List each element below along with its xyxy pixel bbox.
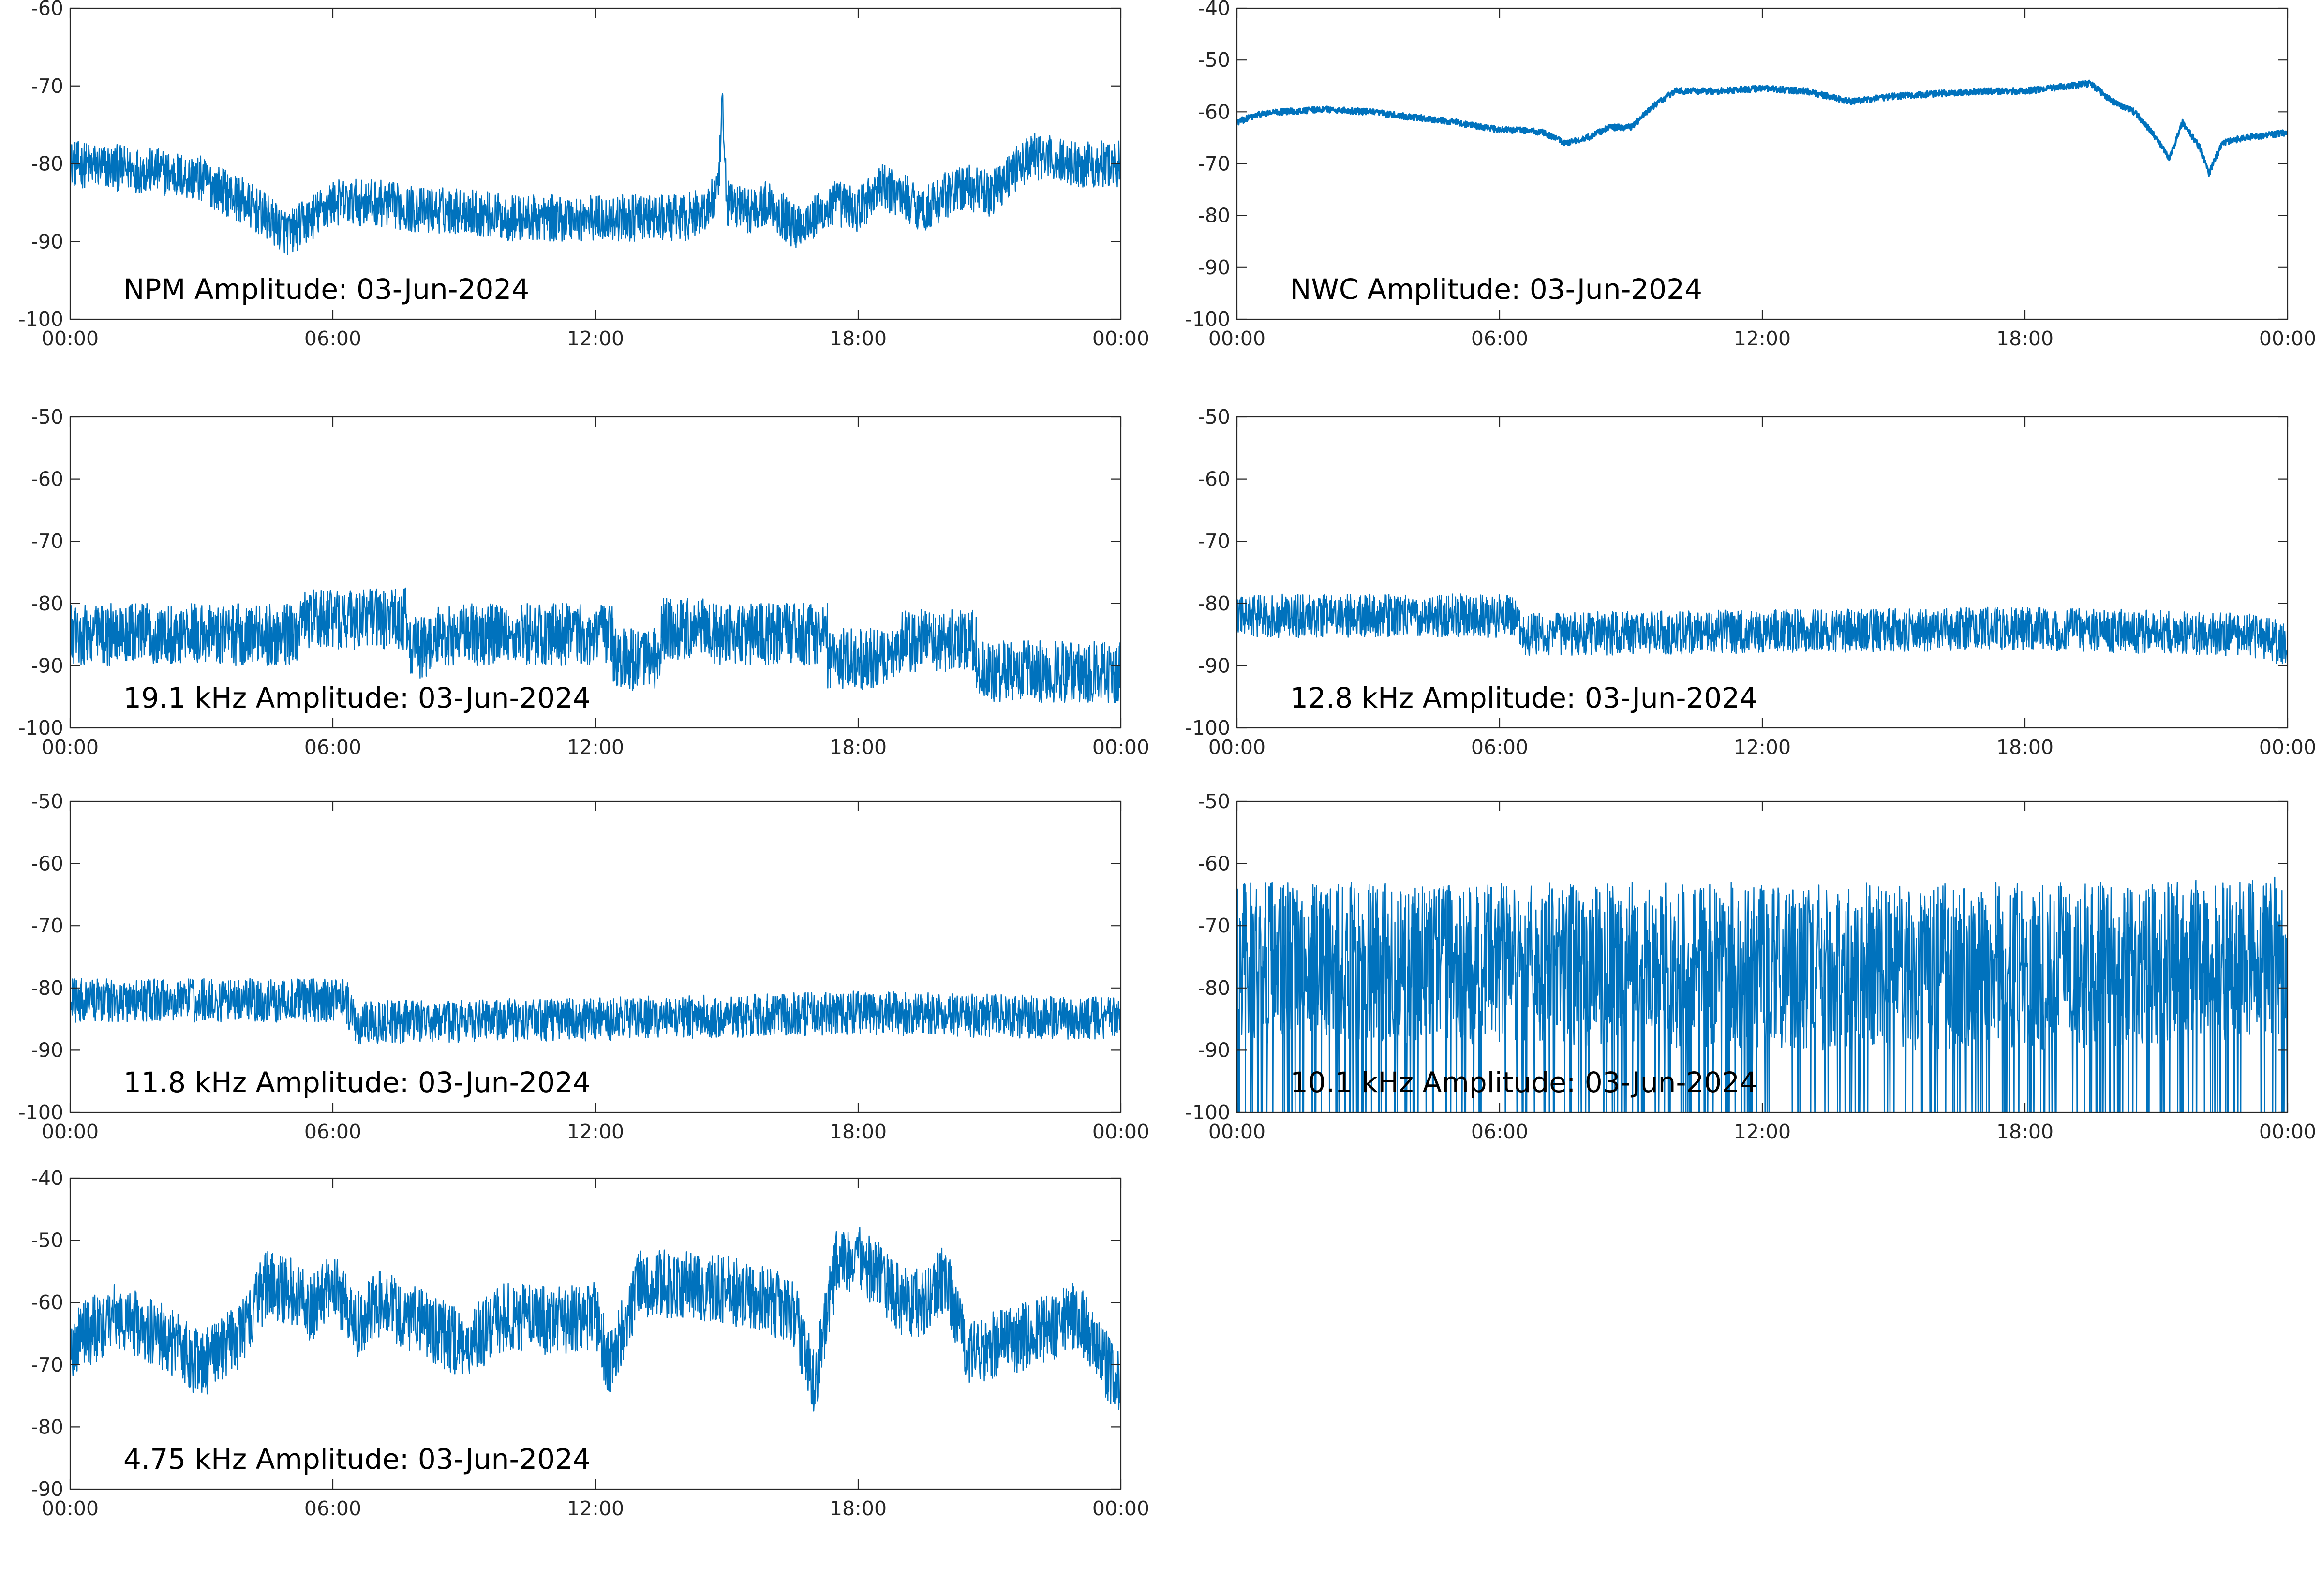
chart-panel-2: 00:00 06:00 12:00 18:00 00:00 -40 -50 -60 -70 -80… (1185, 0, 2316, 350)
chart-panel-5: 00:00 06:00 12:00 18:00 00:00 -50 -60 -70 -80 -90… (18, 790, 1149, 1143)
y-tick-label: -80 (1198, 976, 1230, 1000)
x-tick-label: 00:00 (1092, 1497, 1149, 1520)
y-tick-label: -90 (31, 1478, 63, 1501)
y-tick-label: -70 (31, 74, 63, 98)
x-tick-label: 18:00 (830, 1120, 887, 1143)
x-tick-label: 00:00 (2259, 1120, 2316, 1143)
x-tick-label: 06:00 (304, 1497, 361, 1520)
x-tick-label: 12:00 (1734, 327, 1791, 350)
y-tick-label: -60 (31, 1291, 63, 1314)
x-tick-label: 12:00 (1734, 736, 1791, 759)
x-tick-label: 06:00 (1471, 327, 1528, 350)
x-tick-label: 00:00 (42, 736, 99, 759)
x-tick-label: 18:00 (830, 1497, 887, 1520)
y-tick-label: -80 (1198, 592, 1230, 615)
x-tick-label: 06:00 (304, 736, 361, 759)
series-line-7 (70, 1227, 1121, 1412)
x-tick-label: 18:00 (1996, 1120, 2054, 1143)
y-tick-label: -50 (31, 1229, 63, 1252)
panel-title: 12.8 kHz Amplitude: 03-Jun-2024 (1290, 681, 1757, 714)
x-tick-label: 00:00 (42, 1497, 99, 1520)
panel-title: 4.75 kHz Amplitude: 03-Jun-2024 (123, 1443, 591, 1476)
y-tick-label: -50 (1198, 790, 1230, 813)
y-tick-label: -70 (1198, 530, 1230, 553)
y-tick-label: -40 (31, 1167, 63, 1190)
y-tick-label: -90 (31, 1038, 63, 1062)
y-tick-label: -100 (1185, 308, 1230, 331)
y-tick-label: -50 (31, 790, 63, 813)
series-line-2 (1237, 79, 2288, 177)
x-tick-label: 06:00 (304, 327, 361, 350)
y-tick-label: -90 (1198, 1038, 1230, 1062)
y-tick-label: -90 (1198, 654, 1230, 677)
y-tick-label: -100 (18, 1101, 63, 1124)
y-tick-label: -90 (1198, 256, 1230, 279)
x-tick-label: 18:00 (830, 327, 887, 350)
y-tick-label: -60 (31, 0, 63, 20)
x-tick-label: 00:00 (2259, 736, 2316, 759)
x-tick-label: 00:00 (1208, 736, 1265, 759)
y-tick-label: -80 (1198, 204, 1230, 227)
x-tick-label: 00:00 (42, 1120, 99, 1143)
y-tick-label: -90 (31, 230, 63, 253)
y-tick-label: -60 (31, 852, 63, 875)
x-tick-label: 06:00 (1471, 736, 1528, 759)
x-tick-label: 00:00 (42, 327, 99, 350)
y-tick-label: -60 (31, 468, 63, 491)
x-tick-label: 12:00 (567, 1497, 624, 1520)
panel-title: 10.1 kHz Amplitude: 03-Jun-2024 (1290, 1066, 1757, 1099)
panel-title: NPM Amplitude: 03-Jun-2024 (123, 273, 529, 306)
chart-panel-4: 00:00 06:00 12:00 18:00 00:00 -50 -60 -70 -80 -90… (1185, 405, 2316, 759)
x-tick-label: 12:00 (567, 327, 624, 350)
y-tick-label: -100 (1185, 1101, 1230, 1124)
series-line-1 (70, 93, 1121, 255)
y-tick-label: -40 (1198, 0, 1230, 20)
x-tick-label: 00:00 (1092, 327, 1149, 350)
x-tick-label: 00:00 (1208, 327, 1265, 350)
x-tick-label: 12:00 (1734, 1120, 1791, 1143)
panel-title: NWC Amplitude: 03-Jun-2024 (1290, 273, 1702, 306)
x-tick-label: 00:00 (1092, 736, 1149, 759)
y-tick-label: -80 (31, 152, 63, 176)
x-tick-label: 18:00 (830, 736, 887, 759)
x-tick-label: 18:00 (1996, 327, 2054, 350)
chart-panel-6: 00:00 06:00 12:00 18:00 00:00 -50 -60 -70 -80 -90… (1185, 790, 2316, 1143)
y-tick-label: -50 (1198, 48, 1230, 72)
x-tick-label: 00:00 (1092, 1120, 1149, 1143)
y-tick-label: -50 (1198, 405, 1230, 429)
y-tick-label: -60 (1198, 100, 1230, 123)
x-tick-label: 00:00 (1208, 1120, 1265, 1143)
y-tick-label: -100 (1185, 716, 1230, 739)
x-tick-label: 12:00 (567, 1120, 624, 1143)
y-tick-label: -70 (1198, 152, 1230, 176)
x-tick-label: 18:00 (1996, 736, 2054, 759)
chart-panel-7: 00:00 06:00 12:00 18:00 00:00 -40 -50 -60 -70 -80… (31, 1167, 1149, 1520)
series-line-6 (1237, 876, 2288, 1112)
x-tick-label: 00:00 (2259, 327, 2316, 350)
y-tick-label: -100 (18, 308, 63, 331)
y-tick-label: -50 (31, 405, 63, 429)
y-tick-label: -90 (31, 654, 63, 677)
y-tick-label: -60 (1198, 468, 1230, 491)
y-tick-label: -70 (1198, 914, 1230, 937)
x-tick-label: 06:00 (304, 1120, 361, 1143)
panel-title: 19.1 kHz Amplitude: 03-Jun-2024 (123, 681, 591, 714)
y-tick-label: -70 (31, 1353, 63, 1376)
panel-title: 11.8 kHz Amplitude: 03-Jun-2024 (123, 1066, 591, 1099)
y-tick-label: -70 (31, 914, 63, 937)
series-line-3 (70, 587, 1121, 703)
x-tick-label: 06:00 (1471, 1120, 1528, 1143)
y-tick-label: -70 (31, 530, 63, 553)
y-tick-label: -80 (31, 976, 63, 1000)
y-tick-label: -80 (31, 592, 63, 615)
series-line-5 (70, 978, 1121, 1045)
y-tick-label: -60 (1198, 852, 1230, 875)
chart-panel-1: 00:00 06:00 12:00 18:00 00:00 -60 -70 -80 -90 -10… (18, 0, 1149, 350)
y-tick-label: -80 (31, 1415, 63, 1438)
chart-panel-3: 00:00 06:00 12:00 18:00 00:00 -50 -60 -70 -80 -90… (18, 405, 1149, 759)
x-tick-label: 12:00 (567, 736, 624, 759)
y-tick-label: -100 (18, 716, 63, 739)
series-line-4 (1237, 593, 2288, 665)
